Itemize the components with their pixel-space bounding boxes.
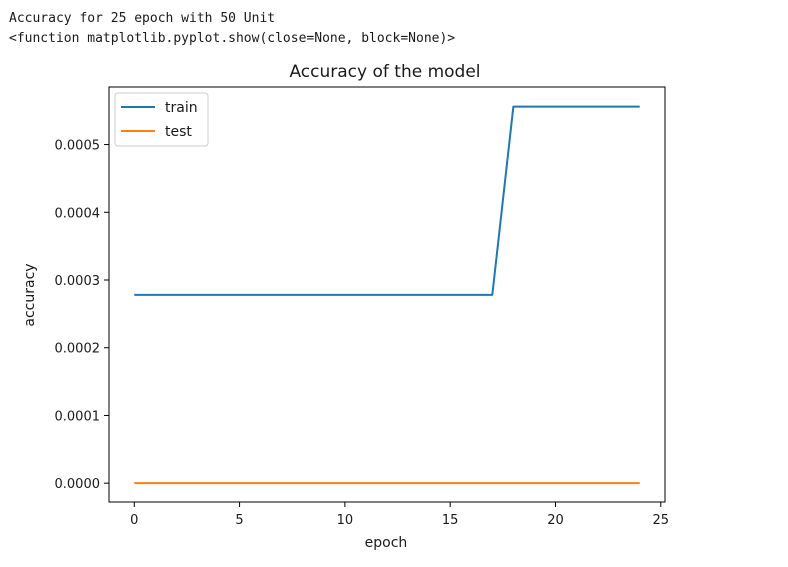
x-tick-label: 15 xyxy=(442,513,459,528)
y-axis-label: accuracy xyxy=(22,263,38,326)
y-tick-label: 0.0000 xyxy=(55,477,101,492)
x-tick-label: 20 xyxy=(547,513,564,528)
output-line-1: Accuracy for 25 epoch with 50 Unit xyxy=(9,11,276,26)
legend-label-train: train xyxy=(165,100,198,116)
x-tick-label: 5 xyxy=(235,513,243,528)
y-tick-label: 0.0002 xyxy=(55,342,101,357)
y-tick-label: 0.0005 xyxy=(55,139,101,154)
x-tick-label: 25 xyxy=(653,513,670,528)
axes-frame xyxy=(108,86,666,503)
x-axis-label: epoch xyxy=(365,535,408,551)
output-line-2: <function matplotlib.pyplot.show(close=N… xyxy=(9,31,456,46)
legend: train test xyxy=(114,92,209,147)
chart-title: Accuracy of the model xyxy=(289,62,480,82)
legend-label-test: test xyxy=(165,124,192,140)
y-tick-label: 0.0001 xyxy=(55,409,101,424)
y-tick-label: 0.0003 xyxy=(55,274,101,289)
x-tick-label: 10 xyxy=(337,513,354,528)
series-line-train xyxy=(134,105,640,296)
x-tick-label: 0 xyxy=(130,513,138,528)
y-tick-label: 0.0004 xyxy=(55,206,101,221)
